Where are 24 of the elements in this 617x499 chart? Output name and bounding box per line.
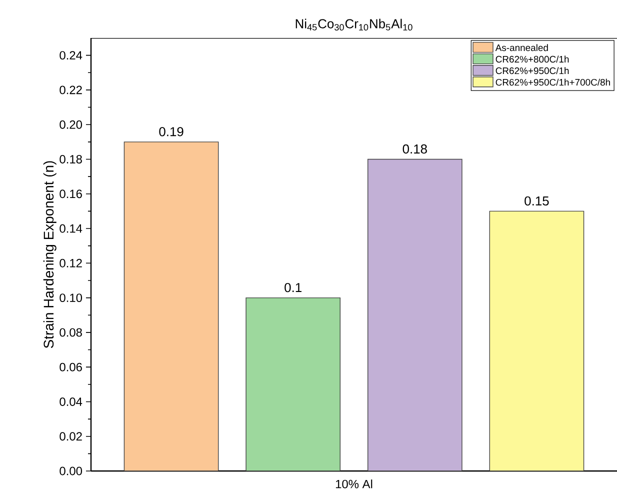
data-label: 0.18 xyxy=(402,144,427,154)
x-tick-label: 10% Al xyxy=(336,480,372,488)
y-tick-label: 0.02 xyxy=(60,432,82,441)
y-tick-label: 0.18 xyxy=(60,155,82,164)
y-tick-label: 0.04 xyxy=(60,397,82,406)
data-label: 0.15 xyxy=(524,196,549,206)
y-axis-title: Strain Hardening Exponent (n) xyxy=(43,161,56,348)
y-tick-label: 0.16 xyxy=(60,190,82,198)
legend-label: CR62%+950C/1h xyxy=(496,67,569,74)
y-tick-label: 0.24 xyxy=(60,51,82,60)
y-tick-label: 0.14 xyxy=(60,224,82,233)
y-tick-label: 0.12 xyxy=(60,258,82,268)
y-tick-label: 0.20 xyxy=(60,120,82,129)
y-tick-label: 0.00 xyxy=(60,466,82,476)
data-label: 0.19 xyxy=(159,127,184,136)
legend-label: As-annealed xyxy=(495,44,548,52)
legend-label: CR62%+950C/1h+700C/8h xyxy=(496,78,610,86)
y-tick-label: 0.06 xyxy=(60,362,82,372)
y-tick-label: 0.08 xyxy=(60,328,82,337)
y-tick-label: 0.10 xyxy=(60,294,82,302)
y-tick-label: 0.22 xyxy=(60,86,82,94)
legend-label: CR62%+800C/1h xyxy=(496,56,569,63)
chart-title: Ni$_{45}$Co$_{30}$Cr$_{10}$Nb$_{5}$Al$_{10}$ xyxy=(296,18,412,30)
data-label: 0.1 xyxy=(284,282,302,292)
